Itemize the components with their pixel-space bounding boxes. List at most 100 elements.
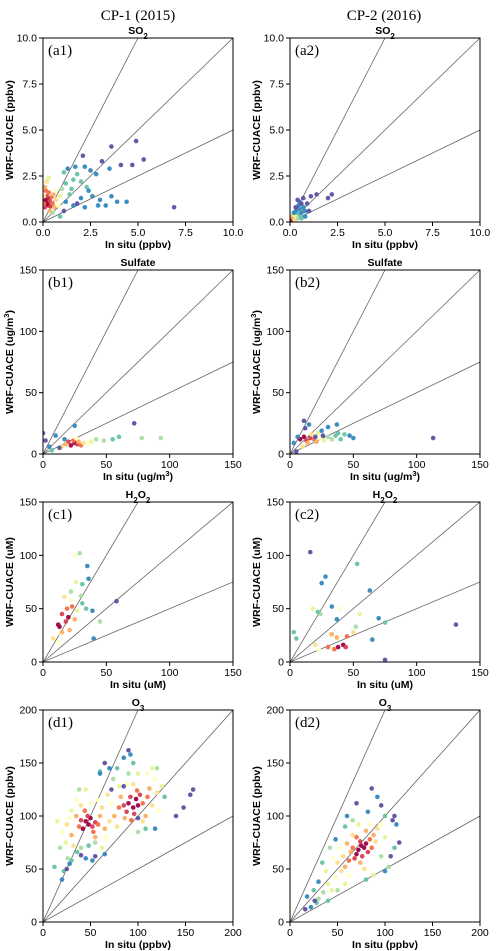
scatter-point bbox=[74, 849, 80, 855]
scatter-point bbox=[61, 208, 67, 214]
scatter-point bbox=[392, 813, 397, 819]
scatter-point bbox=[73, 164, 78, 170]
x-tick-label: 10.0 bbox=[223, 227, 244, 239]
scatter-point bbox=[91, 636, 96, 641]
scatter-point bbox=[78, 817, 84, 823]
scatter-point bbox=[354, 834, 359, 840]
y-tick-label: 0 bbox=[31, 449, 37, 461]
scatter-point bbox=[53, 188, 58, 194]
scatter-point bbox=[382, 813, 388, 819]
scatter-point bbox=[302, 208, 308, 214]
scatter-point bbox=[54, 197, 59, 203]
scatter-point bbox=[302, 425, 308, 431]
scatter-points bbox=[43, 138, 177, 219]
y-tick-label: 200 bbox=[19, 705, 37, 717]
panel-title: O3 bbox=[379, 697, 392, 713]
y-tick-label: 0.0 bbox=[22, 217, 37, 229]
scatter-point bbox=[99, 158, 105, 164]
scatter-point bbox=[319, 580, 324, 586]
scatter-point bbox=[88, 800, 93, 806]
y-tick-label: 0 bbox=[31, 657, 37, 669]
x-tick-label: 7.5 bbox=[178, 227, 193, 239]
scatter-point bbox=[131, 421, 137, 426]
scatter-point bbox=[301, 204, 306, 210]
scatter-point bbox=[68, 443, 74, 448]
x-axis-label: In situ (ug/m3) bbox=[103, 469, 173, 484]
scatter-point bbox=[367, 588, 373, 593]
scatter-point bbox=[369, 786, 375, 791]
y-tick-label: 100 bbox=[266, 811, 284, 823]
scatter-point bbox=[365, 849, 371, 855]
scatter-point bbox=[320, 890, 326, 895]
scatter-point bbox=[83, 787, 89, 792]
reference-line-slope-1 bbox=[43, 502, 233, 662]
scatter-point bbox=[69, 186, 74, 192]
scatter-point bbox=[190, 787, 196, 792]
plot-frame bbox=[289, 501, 481, 663]
y-tick-label: 0 bbox=[278, 449, 284, 461]
scatter-point bbox=[311, 887, 317, 893]
scatter-point bbox=[114, 766, 120, 771]
scatter-point bbox=[371, 832, 376, 838]
scatter-point bbox=[325, 644, 331, 650]
scatter-point bbox=[78, 852, 84, 858]
scatter-point bbox=[134, 788, 140, 793]
scatter-point bbox=[344, 634, 350, 639]
scatter-point bbox=[76, 824, 82, 829]
scatter-point bbox=[99, 845, 105, 851]
scatter-point bbox=[118, 794, 124, 800]
scatter-points bbox=[302, 786, 402, 912]
scatter-point bbox=[306, 422, 312, 427]
x-tick-label: 2.5 bbox=[83, 227, 98, 239]
scatter-point bbox=[351, 435, 356, 441]
scatter-point bbox=[291, 629, 297, 635]
y-tick-label: 50 bbox=[25, 864, 37, 876]
scatter-point bbox=[377, 822, 383, 827]
scatter-point bbox=[69, 604, 75, 609]
scatter-point bbox=[85, 563, 90, 569]
panel-d1: 0 50 100 150 200 0 50 100 150 200 O3 (d1) In situ (p… bbox=[4, 697, 242, 951]
scatter-point bbox=[346, 873, 352, 878]
scatter-point bbox=[114, 598, 119, 604]
scatter-point bbox=[145, 794, 150, 800]
scatter-point bbox=[73, 797, 79, 803]
panel-title: Sulfate bbox=[120, 257, 155, 269]
reference-line-slope-1 bbox=[290, 38, 480, 222]
scatter-point bbox=[93, 171, 99, 177]
x-axis-label: In situ (ppbv) bbox=[352, 239, 418, 251]
scatter-point bbox=[95, 203, 101, 208]
scatter-point bbox=[128, 794, 133, 800]
scatter-point bbox=[93, 436, 99, 442]
reference-line-slope-2 bbox=[290, 38, 386, 222]
y-axis-label: WRF-CUACE (uM) bbox=[251, 537, 263, 627]
scatter-point bbox=[320, 433, 326, 438]
y-tick-label: 5.0 bbox=[269, 125, 284, 137]
scatter-point bbox=[97, 771, 103, 776]
scatter-point bbox=[107, 166, 112, 171]
scatter-point bbox=[59, 611, 65, 617]
scatter-point bbox=[57, 214, 63, 219]
scatter-point bbox=[43, 188, 49, 194]
scatter-point bbox=[310, 606, 316, 611]
panel-title: H2O2 bbox=[373, 489, 398, 505]
scatter-point bbox=[139, 435, 145, 441]
scatter-point bbox=[82, 808, 88, 813]
x-tick-label: 200 bbox=[224, 927, 242, 939]
panel-d2: 0 50 100 150 200 0 50 100 150 200 O3 (d2) In situ (p… bbox=[251, 697, 489, 951]
scatter-point bbox=[325, 424, 331, 430]
scatter-point bbox=[109, 144, 114, 149]
x-axis-label: In situ (ppbv) bbox=[105, 939, 171, 951]
scatter-point bbox=[158, 435, 164, 441]
x-tick-label: 0.0 bbox=[283, 227, 298, 239]
scatter-point bbox=[63, 181, 69, 186]
scatter-point bbox=[133, 796, 139, 802]
scatter-point bbox=[334, 422, 340, 427]
scatter-point bbox=[95, 797, 101, 803]
scatter-point bbox=[325, 434, 331, 440]
scatter-point bbox=[338, 606, 343, 611]
scatter-point bbox=[90, 608, 95, 614]
reference-line-slope-1 bbox=[290, 502, 480, 662]
scatter-point bbox=[335, 860, 340, 865]
scatter-point bbox=[140, 819, 146, 824]
scatter-point bbox=[102, 851, 108, 857]
